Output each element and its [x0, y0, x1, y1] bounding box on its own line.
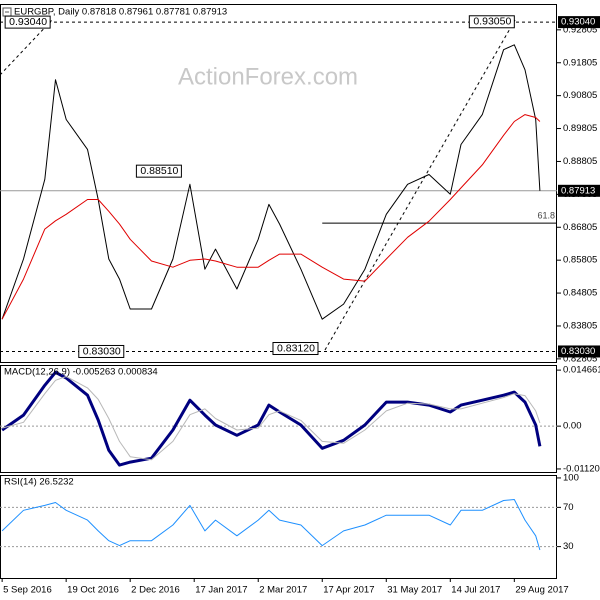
annotation-box — [135, 164, 182, 178]
y-tick-label: 0.82805 — [563, 353, 597, 364]
x-tick-label: 2 Dec 2016 — [131, 585, 180, 596]
x-tick-label: 17 Jan 2017 — [195, 585, 247, 596]
annotation-label: 0.88510 — [140, 165, 178, 177]
x-tick-label: 17 Apr 2017 — [323, 585, 374, 596]
y-tick-label: 0.91805 — [563, 57, 597, 68]
annotation-label: 0.83030 — [83, 345, 121, 357]
fib-label: 61.8 — [537, 211, 555, 221]
y-tick-label: 100 — [563, 472, 579, 483]
y-tick-label: 0.90805 — [563, 90, 597, 101]
panel-title: MACD(12,26,9) -0.005263 0.000834 — [4, 367, 158, 378]
annotation-box — [78, 344, 125, 358]
x-tick-label: 29 Aug 2017 — [515, 585, 568, 596]
y-tick-label: 0.83805 — [563, 320, 597, 331]
annotation-label: 0.93050 — [473, 16, 511, 28]
annotation-label: 0.93040 — [9, 16, 47, 28]
panel-title: EURGBP, Daily 0.87818 0.87961 0.87781 0.… — [14, 7, 227, 18]
annotation-box — [272, 342, 319, 356]
y-tick-label: 0.014661 — [563, 365, 600, 376]
series-line — [1, 370, 542, 467]
price-tag-label: 0.83030 — [561, 346, 595, 357]
annotation-box — [468, 15, 515, 29]
y-tick-label: 0.00 — [563, 421, 582, 432]
x-tick-label: 19 Oct 2016 — [67, 585, 119, 596]
price-tag-label: 0.87913 — [561, 185, 595, 196]
y-tick-label: -0.011202 — [563, 463, 600, 474]
price-tag-label: 0.93040 — [561, 17, 595, 28]
series-line — [1, 499, 541, 551]
x-tick-label: 14 Jul 2017 — [451, 585, 500, 596]
macd-panel — [0, 365, 557, 473]
watermark: ActionForex.com — [178, 63, 358, 90]
y-tick-label: 0.89805 — [563, 123, 597, 134]
price-panel — [0, 4, 557, 363]
series-line — [1, 44, 541, 320]
y-tick-label: 30 — [563, 541, 574, 552]
x-tick-label: 5 Sep 2016 — [3, 585, 52, 596]
trend-line — [0, 19, 53, 76]
y-tick-label: 0.84805 — [563, 288, 597, 299]
y-tick-label: 0.85805 — [563, 255, 597, 266]
rsi-panel — [0, 475, 557, 579]
price-tag — [558, 345, 600, 358]
y-tick-label: 70 — [563, 502, 574, 513]
series-line — [1, 376, 541, 461]
panel-title: RSI(14) 26.5232 — [4, 477, 74, 488]
y-tick-label: 0.86805 — [563, 222, 597, 233]
annotation-label: 0.83120 — [277, 342, 315, 354]
x-tick-label: 2 Mar 2017 — [259, 585, 307, 596]
price-tag — [558, 16, 600, 29]
price-tag — [558, 184, 600, 197]
annotation-box — [4, 15, 51, 29]
x-tick-label: 31 May 2017 — [387, 585, 442, 596]
y-tick-label: 0.88805 — [563, 156, 597, 167]
y-tick-label: 0.92805 — [563, 24, 597, 35]
series-line — [1, 114, 541, 320]
